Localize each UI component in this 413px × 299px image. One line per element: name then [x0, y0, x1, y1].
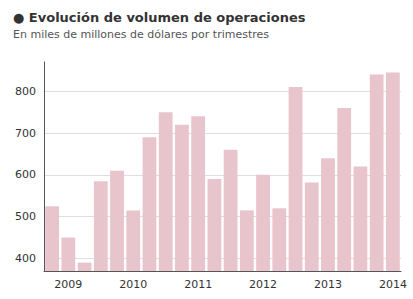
svg-text:2014: 2014: [379, 278, 407, 291]
svg-text:800: 800: [15, 85, 36, 98]
svg-text:En miles de millones de dólare: En miles de millones de dólares por trim…: [13, 28, 269, 41]
svg-text:600: 600: [15, 168, 36, 181]
svg-text:700: 700: [15, 127, 36, 140]
svg-text:2010: 2010: [119, 278, 147, 291]
svg-text:2013: 2013: [314, 278, 342, 291]
svg-text:500: 500: [15, 210, 36, 223]
svg-text:400: 400: [15, 252, 36, 265]
svg-text:2012: 2012: [249, 278, 277, 291]
svg-text:2011: 2011: [184, 278, 212, 291]
svg-text:● Evolución de volumen de oper: ● Evolución de volumen de operaciones: [13, 10, 306, 25]
svg-text:2009: 2009: [54, 278, 82, 291]
